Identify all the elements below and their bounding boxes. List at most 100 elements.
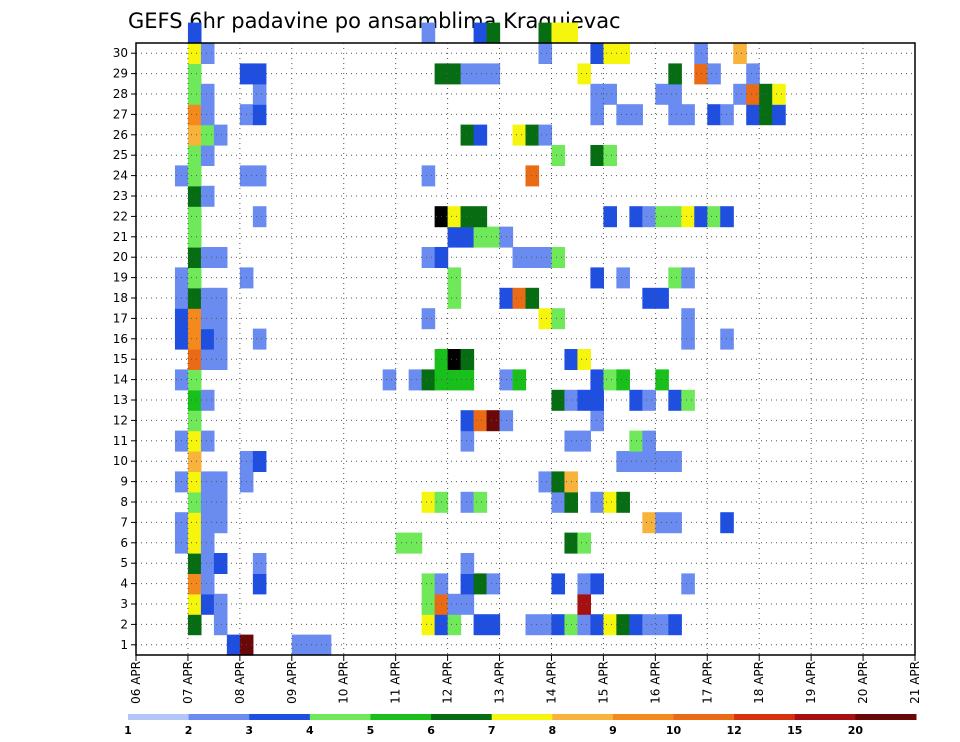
heatmap-cell [460,410,475,432]
heatmap-cell [447,614,462,636]
heatmap-cell [655,83,669,105]
heatmap-cell [213,491,228,513]
heatmap-cell [642,512,656,534]
heatmap-cell [642,614,656,636]
heatmap-cell [252,553,267,574]
colorbar-label: 8 [548,724,556,737]
heatmap-cell [252,104,267,126]
heatmap-cell [460,491,475,513]
heatmap-cell [590,491,604,513]
heatmap-cell [447,369,462,391]
heatmap-cell [525,614,540,636]
y-tick-label: 9 [120,475,128,489]
heatmap-cell [603,145,617,166]
heatmap-cell [551,389,566,411]
heatmap-cell [200,349,215,370]
heatmap-cell [200,430,215,452]
x-tick-label: 19 APR [804,661,818,704]
heatmap-cell [187,104,202,126]
y-tick-label: 19 [113,271,128,285]
heatmap-cell [590,104,604,126]
heatmap-cell [473,226,488,248]
x-tick-label: 09 APR [285,661,299,704]
heatmap-cell [616,614,630,636]
y-tick-label: 27 [113,107,128,121]
heatmap-cell [668,83,682,105]
heatmap-cell [590,145,604,166]
heatmap-cell [603,614,617,636]
heatmap-cell [707,206,721,228]
heatmap-cell [200,145,215,166]
heatmap-cell [200,389,215,411]
heatmap-cell [200,471,215,493]
heatmap-cell [486,22,501,44]
x-tick-label: 10 APR [337,661,351,704]
y-tick-label: 20 [113,250,128,264]
heatmap-cell [421,573,436,595]
heatmap-cell [200,491,215,513]
heatmap-cell [187,553,202,574]
heatmap-cell [200,532,215,554]
colorbar-segment [370,714,432,720]
y-tick-label: 25 [113,148,128,162]
heatmap-cell [759,104,773,126]
x-tick-label: 21 APR [908,661,922,704]
y-tick-label: 16 [113,332,128,346]
heatmap-cell [551,614,566,636]
colorbar-segment [673,714,735,720]
heatmap-cell [603,43,617,64]
heatmap-cell [213,247,228,268]
heatmap-cell [187,410,202,432]
heatmap-cell [200,104,215,126]
heatmap-cell [447,287,462,309]
y-tick-label: 30 [113,46,128,60]
y-tick-label: 7 [120,515,128,529]
heatmap-cell [187,491,202,513]
x-tick-label: 16 APR [648,661,662,704]
y-tick-label: 24 [113,169,128,183]
heatmap-cell [681,308,695,330]
y-tick-label: 28 [113,87,128,101]
heatmap-cell [681,104,695,126]
heatmap-cell [460,369,475,391]
x-tick-label: 14 APR [544,661,558,704]
heatmap-cell [213,614,228,636]
heatmap-cell [460,206,475,228]
heatmap-cell [577,593,592,615]
heatmap-cell [213,349,228,370]
heatmap-cell [252,83,267,105]
heatmap-cell [486,573,501,595]
heatmap-cell [213,308,228,330]
heatmap-cell [460,349,475,370]
heatmap-cell [655,369,669,391]
x-tick-label: 12 APR [441,661,455,704]
heatmap-cell [187,206,202,228]
heatmap-cell [200,512,215,534]
heatmap-cell [187,614,202,636]
colorbar-segment [734,714,796,720]
heatmap-cell [668,614,682,636]
heatmap-cell [538,43,553,64]
heatmap-cell [642,389,656,411]
heatmap-cell [382,369,397,391]
heatmap-cell [187,287,202,309]
y-tick-label: 12 [113,413,128,427]
colorbar-label: 2 [185,724,193,737]
x-tick-label: 06 APR [129,661,143,704]
heatmap-cell [213,124,228,146]
colorbar-label: 12 [726,724,741,737]
heatmap-cell [187,43,202,64]
heatmap-cell [551,491,566,513]
heatmap-cell [551,145,566,166]
colorbar-segment [309,714,371,720]
heatmap-cell [447,206,462,228]
y-tick-label: 22 [113,209,128,223]
heatmap-cell [473,491,488,513]
heatmap-cell [681,328,695,350]
heatmap-cell [746,63,760,85]
colorbar-segment [431,714,493,720]
colorbar-label: 5 [367,724,375,737]
heatmap-cell [577,389,592,411]
y-axis-tick-labels: 1234567891011121314151617181920212223242… [113,46,136,652]
heatmap-cell [473,124,488,146]
